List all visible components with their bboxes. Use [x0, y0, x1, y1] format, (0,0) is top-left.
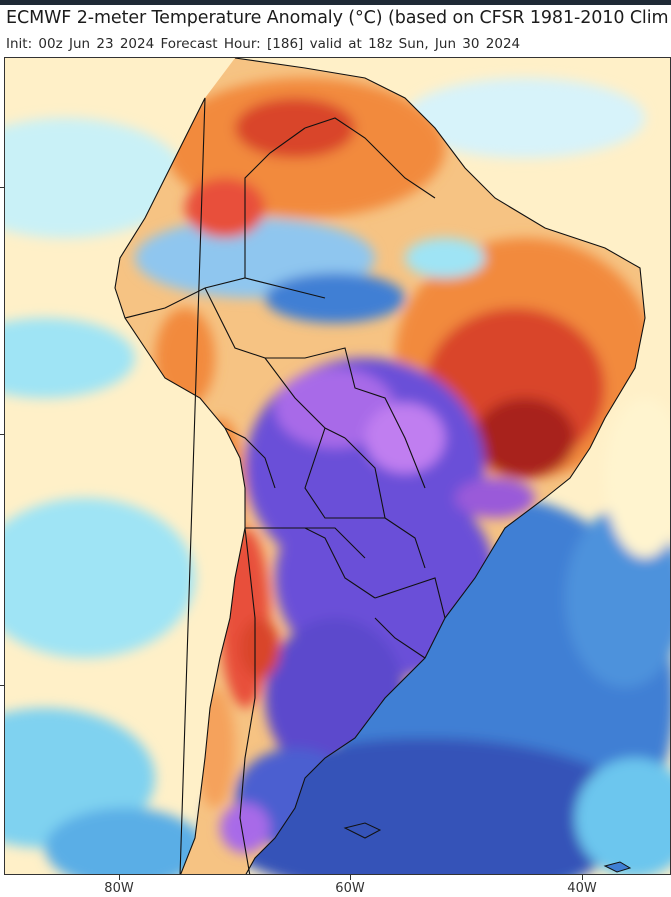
x-tick [582, 875, 583, 880]
x-tick [350, 875, 351, 880]
map-subtitle: Init: 00z Jun 23 2024 Forecast Hour: [18… [6, 36, 521, 52]
x-tick-label-60w: 60W [335, 881, 365, 896]
x-tick [119, 875, 120, 880]
x-tick-label-80w: 80W [104, 881, 134, 896]
country-borders [114, 58, 646, 874]
map-frame[interactable] [4, 57, 671, 875]
x-tick-label-40w: 40W [567, 881, 597, 896]
south-georgia-island [603, 861, 632, 873]
y-tick [0, 434, 4, 435]
y-tick [0, 685, 4, 686]
map-title: ECMWF 2-meter Temperature Anomaly (°C) (… [6, 8, 669, 28]
anomaly-map[interactable] [5, 58, 671, 875]
top-dark-bar [0, 0, 671, 5]
y-tick [0, 187, 4, 188]
falkland-islands [343, 822, 382, 839]
